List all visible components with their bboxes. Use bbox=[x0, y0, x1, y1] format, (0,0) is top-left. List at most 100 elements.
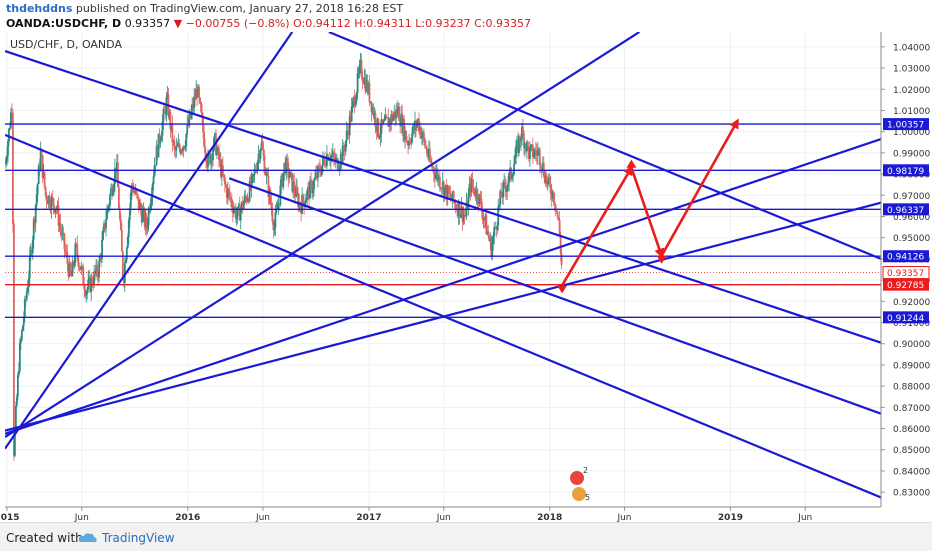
candle-body bbox=[232, 209, 235, 214]
level-label-box bbox=[883, 250, 929, 263]
candle-body bbox=[143, 209, 146, 227]
candle-body bbox=[447, 186, 450, 194]
candle-body bbox=[310, 180, 312, 182]
trendline bbox=[5, 32, 640, 438]
candle-body bbox=[504, 181, 507, 188]
y-tick-label: 0.95000 bbox=[893, 234, 930, 244]
candle-body bbox=[488, 236, 491, 242]
last-price: 0.93357 bbox=[124, 17, 171, 30]
candle-body bbox=[102, 230, 104, 240]
x-tick-label: Jun bbox=[797, 513, 812, 522]
candle-body bbox=[165, 97, 168, 115]
candle-body bbox=[280, 175, 283, 186]
candle-body bbox=[26, 287, 29, 292]
candle-body bbox=[357, 73, 360, 74]
candle-body bbox=[543, 176, 546, 183]
candle-body bbox=[43, 172, 46, 187]
candle-body bbox=[474, 194, 477, 198]
candle-body bbox=[393, 111, 396, 117]
candle-body bbox=[223, 177, 226, 185]
trendline bbox=[5, 32, 294, 450]
candle-body bbox=[98, 261, 100, 278]
candle-body bbox=[446, 186, 449, 200]
candle-body bbox=[141, 211, 144, 223]
candle-body bbox=[240, 202, 243, 210]
candle-body bbox=[258, 153, 261, 159]
candle-body bbox=[85, 293, 88, 296]
candle-body bbox=[507, 182, 510, 187]
candle-body bbox=[99, 256, 101, 262]
candle-body bbox=[342, 145, 345, 151]
candle-body bbox=[237, 204, 240, 208]
created-with-text: Created with bbox=[6, 531, 83, 545]
candle-body bbox=[219, 159, 221, 161]
tradingview-brand-link[interactable]: TradingView bbox=[102, 531, 175, 545]
candle-body bbox=[544, 175, 547, 183]
trendline bbox=[5, 133, 881, 499]
candle-body bbox=[292, 181, 295, 192]
close-value: C:0.93357 bbox=[474, 17, 531, 30]
candle-body bbox=[485, 215, 488, 235]
candle-body bbox=[449, 193, 452, 199]
candle-body bbox=[207, 154, 209, 168]
candle-body bbox=[264, 173, 267, 176]
candle-body bbox=[396, 109, 399, 115]
candle-body bbox=[317, 166, 319, 179]
candle-body bbox=[79, 267, 82, 270]
level-label-box bbox=[883, 118, 929, 131]
candle-body bbox=[60, 228, 63, 235]
event-icons[interactable]: 2 5 bbox=[570, 466, 590, 502]
candle-body bbox=[500, 191, 503, 197]
low-value: L:0.93237 bbox=[415, 17, 471, 30]
candle-body bbox=[139, 203, 142, 211]
candle-body bbox=[80, 265, 83, 270]
candle-body bbox=[404, 130, 407, 141]
candle-body bbox=[384, 115, 387, 121]
candle-body bbox=[515, 145, 517, 158]
candle-body bbox=[464, 215, 467, 217]
candle-body bbox=[285, 158, 288, 174]
event-flag-icon[interactable] bbox=[570, 471, 584, 485]
candle-body bbox=[492, 235, 495, 244]
candle-body bbox=[42, 172, 45, 178]
candle-body bbox=[176, 145, 179, 147]
candle-body bbox=[182, 146, 185, 151]
candle-body bbox=[438, 176, 441, 189]
candle-body bbox=[291, 172, 294, 192]
candle-body bbox=[385, 115, 388, 118]
candle-body bbox=[196, 89, 199, 97]
candle-body bbox=[289, 171, 292, 178]
candle-body bbox=[136, 194, 139, 197]
candle-body bbox=[230, 199, 233, 207]
event-calendar-icon[interactable] bbox=[572, 487, 586, 501]
candle-body bbox=[510, 167, 512, 179]
candle-body bbox=[323, 157, 325, 160]
candle-body bbox=[441, 181, 444, 189]
candle-body bbox=[78, 266, 81, 268]
candle-body bbox=[472, 186, 475, 189]
candle-body bbox=[483, 218, 486, 221]
candle-body bbox=[398, 106, 401, 122]
candle-body bbox=[50, 196, 53, 210]
candle-body bbox=[418, 118, 420, 132]
author-name[interactable]: thdehddns bbox=[6, 2, 73, 15]
candle-body bbox=[410, 142, 412, 144]
trendline bbox=[228, 177, 881, 415]
candle-body bbox=[49, 206, 52, 210]
candle-body bbox=[48, 195, 51, 207]
candle-body bbox=[168, 111, 171, 117]
price-chart[interactable]: USD/CHF, D, OANDA 0.830000.840000.850000… bbox=[0, 32, 932, 522]
candle-body bbox=[239, 209, 242, 221]
candle-body bbox=[378, 137, 381, 139]
candle-body bbox=[154, 165, 157, 167]
candle-body bbox=[379, 133, 382, 138]
level-label: 0.98179 bbox=[887, 167, 924, 177]
candle-body bbox=[435, 171, 438, 175]
candle-body bbox=[511, 176, 513, 179]
candle-body bbox=[386, 117, 389, 119]
candle-body bbox=[145, 216, 148, 229]
candle-body bbox=[58, 223, 61, 226]
candle-body bbox=[369, 101, 372, 103]
price-change: −0.00755 (−0.8%) bbox=[185, 17, 290, 30]
candle-body bbox=[529, 147, 531, 159]
